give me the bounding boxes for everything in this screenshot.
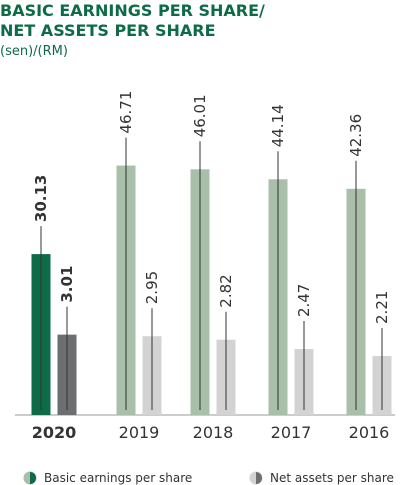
x-tick-label: 2018 <box>193 423 234 442</box>
value-label: 44.14 <box>269 104 287 147</box>
value-label: 42.36 <box>347 114 365 157</box>
legend-label: Basic earnings per share <box>44 471 192 485</box>
chart-subtitle: (sen)/(RM) <box>0 44 68 59</box>
value-label: 2.95 <box>143 271 161 304</box>
x-tick-label: 2019 <box>119 423 160 442</box>
legend-icon <box>24 472 30 484</box>
value-label: 2.47 <box>295 284 313 317</box>
x-tick-label: 2017 <box>271 423 312 442</box>
value-label: 46.71 <box>117 91 135 134</box>
x-tick-label: 2020 <box>32 423 77 442</box>
chart-title: BASIC EARNINGS PER SHARE/ <box>0 1 265 20</box>
value-label: 46.01 <box>191 94 209 137</box>
legend-icon <box>250 472 256 484</box>
value-label: 30.13 <box>32 175 50 222</box>
x-tick-label: 2016 <box>349 423 390 442</box>
value-label: 2.82 <box>217 274 235 307</box>
legend-icon <box>30 472 36 484</box>
value-label: 2.21 <box>373 291 391 324</box>
legend-label: Net assets per share <box>270 471 394 485</box>
legend-icon <box>256 472 262 484</box>
value-label: 3.01 <box>58 266 76 303</box>
chart-title: NET ASSETS PER SHARE <box>0 21 216 40</box>
